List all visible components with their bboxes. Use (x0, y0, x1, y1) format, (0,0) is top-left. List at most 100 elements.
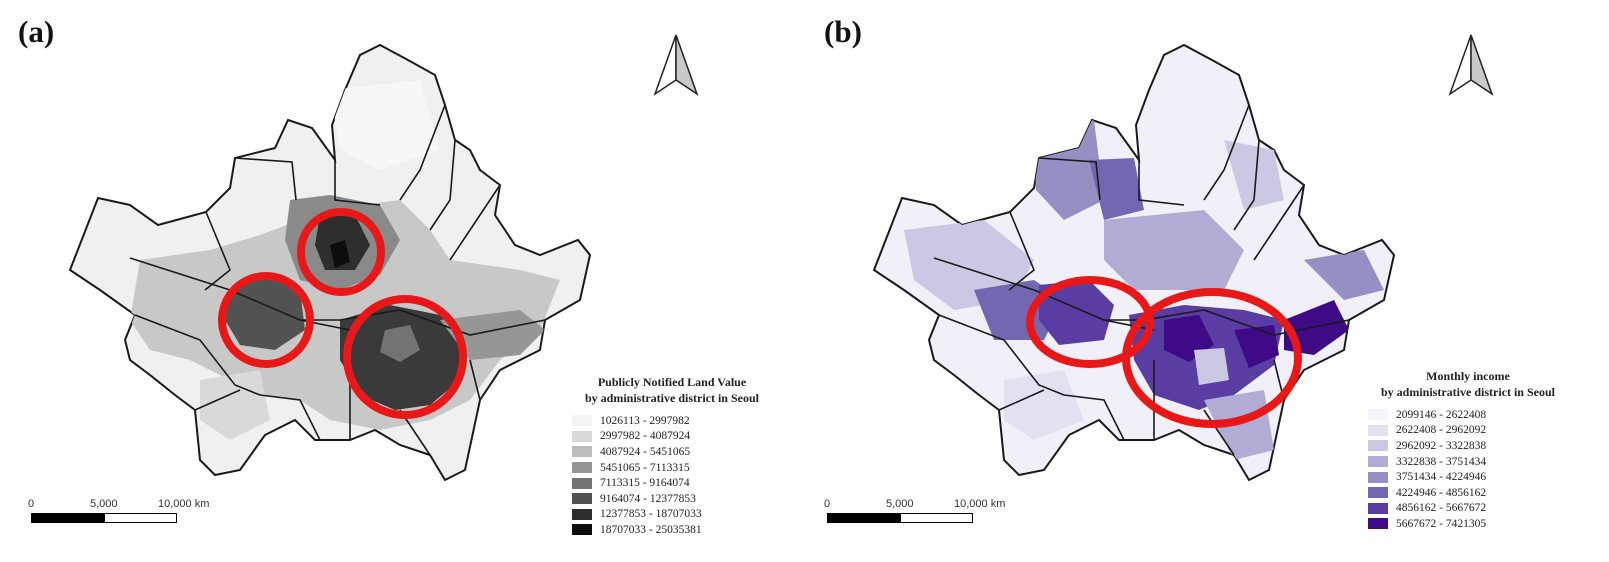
monthly-income-map (872, 34, 1494, 482)
north-arrow-icon (1448, 34, 1494, 96)
panel-monthly-income: (b) Monthly income by administrative dis… (804, 0, 1608, 562)
legend-swatch-b (1368, 502, 1388, 514)
scale-bar-white-b (900, 513, 973, 523)
highlight-circle-cbd-a (297, 208, 385, 296)
legend-item-a: 18707033 - 25035381 (572, 522, 772, 538)
land-value-map (68, 34, 699, 482)
legend-item-a: 5451065 - 7113315 (572, 460, 772, 476)
legend-title-b: Monthly income by administrative distric… (1368, 368, 1568, 400)
seocho-core-b (1234, 325, 1279, 368)
legend-item-a: 12377853 - 18707033 (572, 507, 772, 523)
legend-range-a: 9164074 - 12377853 (600, 492, 696, 505)
legend-item-a: 2997982 - 4087924 (572, 429, 772, 445)
legend-swatch-b (1368, 424, 1388, 436)
southwest-zone-b (1004, 370, 1084, 440)
legend-range-b: 2099146 - 2622408 (1396, 408, 1487, 421)
scale-tick-2-b: 10,000 km (954, 498, 1006, 510)
highlight-circles-a (218, 208, 467, 419)
legend-item-a: 4087924 - 5451065 (572, 444, 772, 460)
legend-range-b: 5667672 - 7421305 (1396, 517, 1487, 530)
legend-swatch-b (1368, 487, 1388, 499)
central-zone-b (1104, 210, 1244, 290)
legend-item-b: 3751434 - 4224946 (1368, 469, 1568, 485)
legend-item-b: 2962092 - 3322838 (1368, 438, 1568, 454)
legend-swatch-a (572, 508, 592, 520)
yeouido-zone-a (225, 275, 305, 350)
legend-swatch-a (572, 415, 592, 427)
east-zone-b (1304, 250, 1384, 300)
panel-land-value: (a) Publicly Notified Land Value by admi… (0, 0, 804, 562)
legend-range-b: 2962092 - 3322838 (1396, 439, 1487, 452)
legend-item-b: 4856162 - 5667672 (1368, 501, 1568, 517)
district-fills-a (130, 80, 560, 440)
legend-swatch-b (1368, 440, 1388, 452)
legend-swatch-a (572, 430, 592, 442)
map-body-a (68, 43, 592, 482)
highlight-ellipse-yeouido-b (1026, 276, 1154, 368)
legend-swatch-b (1368, 409, 1388, 421)
legend-swatch-b (1368, 471, 1388, 483)
north-central-zone-b (1089, 158, 1144, 220)
legend-title-line2-a: by administrative district in Seoul (584, 391, 759, 405)
legend-items-a: 1026113 - 2997982 2997982 - 4087924 408792… (572, 413, 772, 538)
songpa-zone-b (1284, 300, 1349, 355)
scale-bar-a: 0 5,000 10,000 km (28, 498, 209, 528)
legend-swatch-b (1368, 518, 1388, 530)
legend-a: Publicly Notified Land Value by administ… (572, 374, 772, 538)
legend-item-b: 4224946 - 4856162 (1368, 485, 1568, 501)
legend-range-b: 4856162 - 5667672 (1396, 502, 1487, 515)
legend-item-a: 1026113 - 2997982 (572, 413, 772, 429)
legend-range-b: 3322838 - 3751434 (1396, 455, 1487, 468)
legend-title-line1-a: Publicly Notified Land Value (597, 375, 747, 389)
cbd-core-a (330, 240, 350, 268)
legend-swatch-b (1368, 456, 1388, 468)
panel-label-a: (a) (18, 14, 55, 49)
legend-b: Monthly income by administrative distric… (1368, 368, 1568, 532)
scale-tick-1-b: 5,000 (886, 498, 914, 510)
panel-label-b: (b) (824, 14, 862, 49)
gangnam-inner-b (1194, 348, 1229, 385)
legend-title-line2-b: by administrative district in Seoul (1380, 385, 1555, 399)
north-arrow-icon (653, 34, 699, 96)
south-zone-b (1204, 390, 1274, 460)
legend-title-line1-b: Monthly income (1426, 369, 1510, 383)
legend-item-b: 2622408 - 2962092 (1368, 423, 1568, 439)
legend-range-a: 12377853 - 18707033 (600, 508, 702, 521)
legend-range-b: 4224946 - 4856162 (1396, 486, 1487, 499)
highlight-ellipse-gangnam-b (1122, 288, 1302, 428)
district-fills-b (904, 120, 1384, 460)
legend-range-b: 3751434 - 4224946 (1396, 471, 1487, 484)
legend-range-a: 1026113 - 2997982 (600, 414, 690, 427)
scale-bar-white-a (104, 513, 177, 523)
scale-bar-black-b (827, 513, 901, 523)
scale-bar-b: 0 5,000 10,000 km (824, 498, 1006, 528)
legend-items-b: 2099146 - 2622408 2622408 - 2962092 296209… (1368, 407, 1568, 532)
scale-tick-0-a: 0 (28, 498, 35, 510)
scale-tick-2-a: 10,000 km (158, 498, 210, 510)
scale-tick-0-b: 0 (824, 498, 831, 510)
legend-item-a: 9164074 - 12377853 (572, 491, 772, 507)
highlight-circle-gangnam-a (343, 295, 467, 419)
legend-item-a: 7113315 - 9164074 (572, 475, 772, 491)
district-borders-b (933, 104, 1350, 456)
northeast-zone-b (1224, 140, 1284, 210)
highlight-circles-b (1026, 276, 1302, 428)
legend-item-b: 5667672 - 7421305 (1368, 516, 1568, 532)
map-body-b (872, 43, 1396, 482)
yeouido-zone-b (1039, 280, 1114, 345)
legend-item-b: 2099146 - 2622408 (1368, 407, 1568, 423)
legend-swatch-a (572, 493, 592, 505)
highlight-circle-yeouido-a (218, 272, 314, 368)
legend-swatch-a (572, 477, 592, 489)
legend-range-a: 18707033 - 25035381 (600, 523, 702, 536)
legend-item-b: 3322838 - 3751434 (1368, 454, 1568, 470)
north-zone-a (330, 80, 440, 170)
legend-range-a: 5451065 - 7113315 (600, 461, 690, 474)
legend-swatch-a (572, 462, 592, 474)
scale-tick-1-a: 5,000 (90, 498, 118, 510)
legend-swatch-a (572, 446, 592, 458)
legend-swatch-a (572, 524, 592, 536)
legend-title-a: Publicly Notified Land Value by administ… (572, 374, 772, 406)
legend-range-b: 2622408 - 2962092 (1396, 424, 1487, 437)
gangnam-inner-a (380, 325, 420, 362)
